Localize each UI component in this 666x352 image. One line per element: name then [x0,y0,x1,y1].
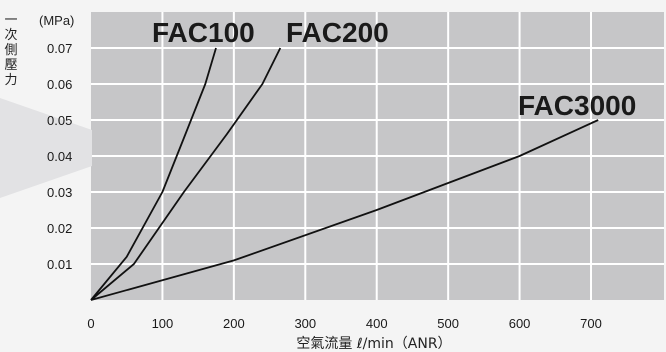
y-title-char: 壓 [4,58,17,73]
x-axis-label: 空氣流量 ℓ/min（ANR） [296,336,451,352]
series-label-fac100: FAC100 [152,17,255,48]
left-arrow-icon [0,98,92,198]
x-tick-600: 600 [509,316,531,331]
x-tick-100: 100 [152,316,174,331]
y-title-char: 次 [4,27,17,43]
series-label-fac3000: FAC3000 [518,90,636,121]
x-tick-0: 0 [87,316,94,331]
y-axis-unit: (MPa) [39,13,74,28]
y-tick-labels: 0.07 0.06 0.05 0.04 0.03 0.02 0.01 [47,41,72,272]
series-label-fac200: FAC200 [286,17,389,48]
y-tick-0_06: 0.06 [47,77,72,92]
x-tick-labels: 0 100 200 300 400 500 600 700 [87,316,601,331]
series-line-fac100 [90,47,217,301]
x-tick-300: 300 [294,316,316,331]
x-tick-400: 400 [366,316,388,331]
y-tick-0_01: 0.01 [47,257,72,272]
y-tick-0_03: 0.03 [47,185,72,200]
series-line-fac200 [90,47,282,301]
y-tick-0_04: 0.04 [47,149,72,164]
series-lines [90,47,599,301]
x-tick-500: 500 [437,316,459,331]
x-tick-700: 700 [580,316,602,331]
y-title-char: 一 [4,13,17,28]
y-tick-0_02: 0.02 [47,221,72,236]
series-line-fac3000 [90,119,599,301]
x-tick-200: 200 [223,316,245,331]
y-title-char: 力 [4,73,17,88]
y-title-char: 側 [4,43,17,58]
y-tick-0_07: 0.07 [47,41,72,56]
y-tick-0_05: 0.05 [47,113,72,128]
series-labels: FAC100 FAC200 FAC3000 [152,17,636,121]
grid-lines [91,12,664,300]
